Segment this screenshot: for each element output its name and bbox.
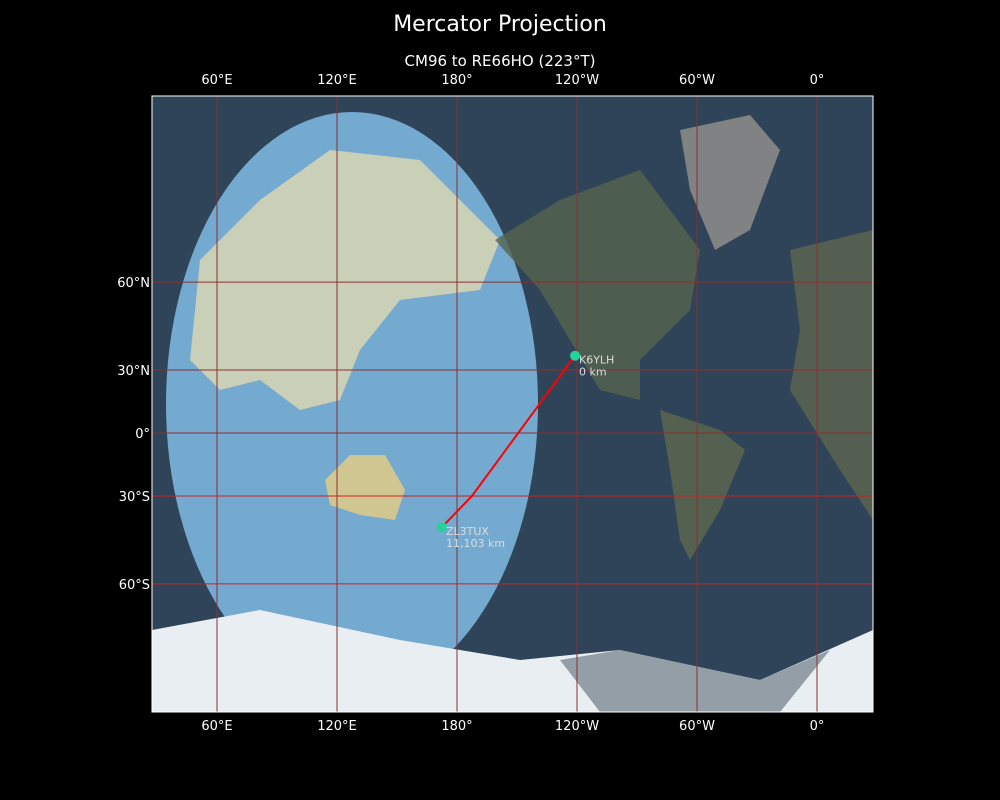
map-subtitle: CM96 to RE66HO (223°T): [404, 52, 596, 70]
landmass-north-america: [495, 170, 700, 400]
top-lon-tick-label: 60°W: [679, 73, 715, 88]
antarctica-night: [560, 650, 830, 712]
landmass-greenland: [680, 115, 780, 250]
station-marker[interactable]: [437, 522, 447, 533]
station-callsign: ZL3TUX: [446, 525, 489, 538]
landmass-australia: [325, 455, 405, 520]
lat-tick-label: 30°S: [119, 490, 150, 505]
lat-tick-label: 60°N: [117, 276, 150, 291]
top-lon-tick-label: 120°W: [555, 73, 599, 88]
lat-tick-label: 60°S: [119, 578, 150, 593]
bottom-lon-tick-label: 60°W: [679, 719, 715, 734]
station-distance: 0 km: [579, 366, 607, 379]
bottom-lon-tick-label: 180°: [441, 719, 472, 734]
bottom-lon-tick-label: 120°E: [317, 719, 357, 734]
station-marker[interactable]: [570, 350, 580, 361]
lat-tick-label: 30°N: [117, 364, 150, 379]
page-title: Mercator Projection: [393, 12, 607, 37]
bottom-lon-tick-label: 120°W: [555, 719, 599, 734]
top-lon-tick-label: 180°: [441, 73, 472, 88]
station-callsign: K6YLH: [579, 354, 614, 367]
bottom-lon-tick-label: 60°E: [201, 719, 232, 734]
station-distance: 11,103 km: [446, 537, 505, 550]
landmass-europe-africa: [790, 230, 873, 520]
bottom-lon-tick-label: 0°: [810, 719, 825, 734]
great-circle-path: [441, 355, 576, 528]
landmass-asia: [190, 150, 500, 410]
map-frame: [151, 95, 874, 713]
top-lon-tick-label: 60°E: [201, 73, 232, 88]
top-lon-tick-label: 0°: [810, 73, 825, 88]
landmass-south-america: [660, 410, 745, 560]
lat-tick-label: 0°: [135, 427, 150, 442]
top-lon-tick-label: 120°E: [317, 73, 357, 88]
